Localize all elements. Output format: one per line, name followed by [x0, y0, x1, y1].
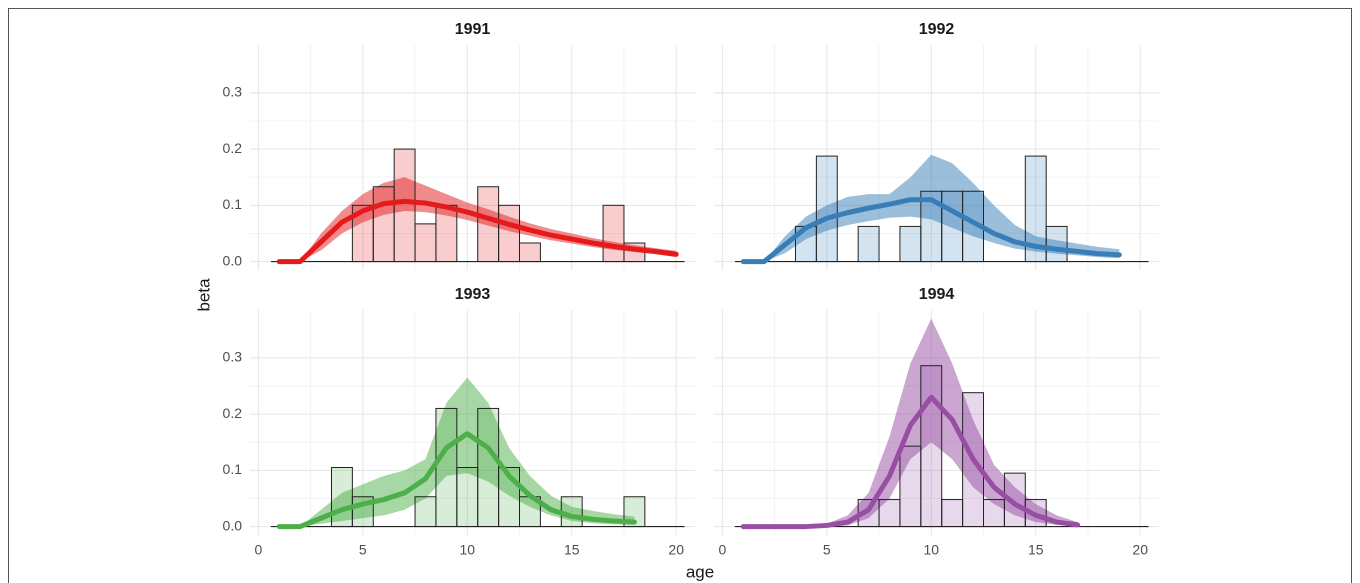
x-tick-label: 10 [459, 542, 475, 558]
histogram-bar [899, 445, 922, 528]
y-tick-label: 0.2 [223, 405, 243, 421]
panel-title: 1992 [919, 21, 955, 38]
histogram-bar [1045, 225, 1068, 263]
histogram-bar [498, 204, 521, 263]
histogram-bar [435, 407, 458, 528]
x-tick-label: 15 [564, 542, 580, 558]
histogram-bar [815, 155, 838, 263]
histogram-bar [435, 204, 458, 263]
histogram-bar [330, 467, 353, 528]
histogram-bar [519, 242, 541, 263]
y-tick-label: 0.0 [223, 252, 243, 268]
histogram-bar [878, 499, 901, 528]
panel-title: 1994 [919, 286, 955, 303]
y-tick-label: 0.2 [223, 140, 243, 156]
y-tick-label: 0.1 [223, 461, 243, 477]
x-tick-label: 20 [1132, 542, 1148, 558]
histogram-bar [602, 204, 625, 263]
histogram-bar [899, 225, 922, 263]
x-tick-label: 10 [923, 542, 939, 558]
mean-line [740, 197, 1122, 265]
x-tick-label: 15 [1028, 542, 1044, 558]
mean-line [276, 431, 637, 530]
x-axis-label: age [686, 562, 714, 581]
mean-line [740, 394, 1081, 530]
panel-title: 1993 [455, 286, 491, 303]
histogram-bar [372, 186, 395, 263]
frame [8, 8, 1352, 583]
y-tick-label: 0.1 [223, 196, 243, 212]
histogram-bar [456, 467, 479, 528]
histogram-bar [477, 407, 500, 528]
histogram-bar [477, 186, 500, 263]
histogram-bar [983, 499, 1005, 528]
histogram-bar [857, 225, 880, 263]
x-tick-label: 5 [359, 542, 367, 558]
x-tick-label: 0 [718, 542, 726, 558]
histogram-bar [414, 496, 437, 528]
x-tick-label: 0 [254, 542, 262, 558]
mean-line [276, 198, 679, 265]
y-tick-label: 0.0 [223, 517, 243, 533]
y-tick-label: 0.3 [223, 84, 243, 100]
x-tick-label: 5 [823, 542, 831, 558]
histogram-bar [393, 148, 416, 263]
histogram-bar [941, 190, 964, 263]
x-tick-label: 20 [668, 542, 684, 558]
y-tick-label: 0.3 [223, 349, 243, 365]
histogram-bar [414, 223, 437, 263]
panel-title: 1991 [455, 21, 491, 38]
y-axis-label: beta [194, 278, 213, 312]
histogram-bar [920, 365, 943, 528]
histogram-bar [941, 499, 964, 528]
